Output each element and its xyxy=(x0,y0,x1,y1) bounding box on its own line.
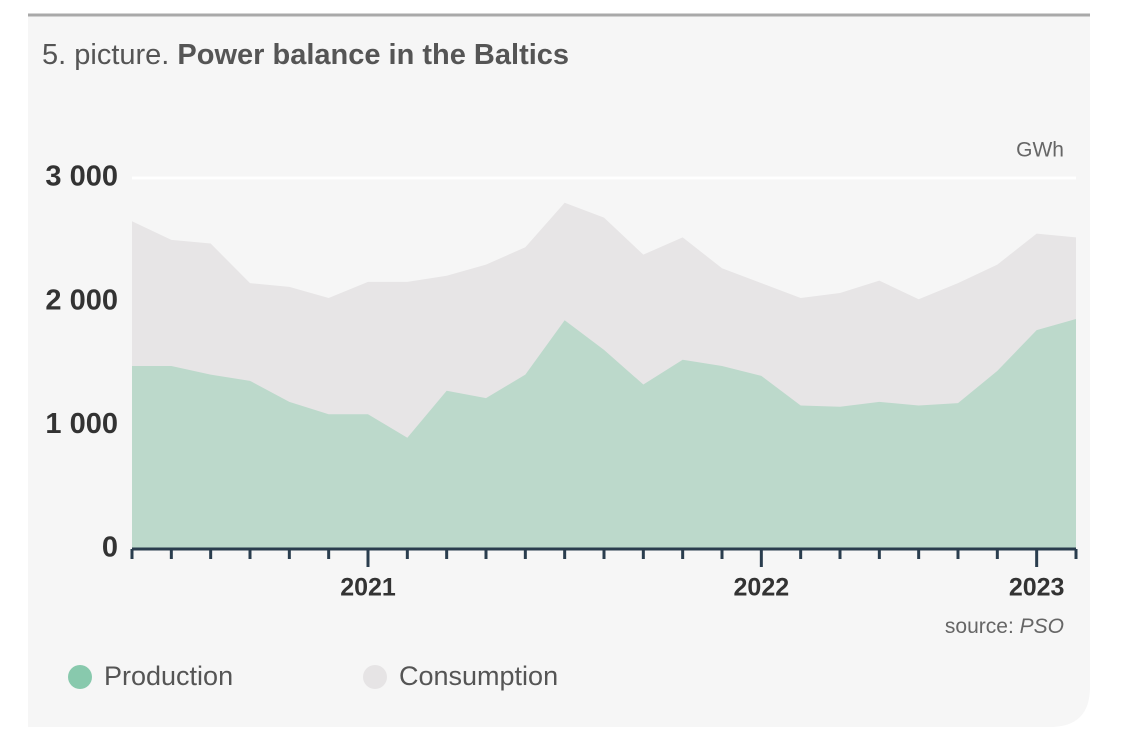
x-tick-label: 2022 xyxy=(734,574,790,602)
y-tick-label: 2 000 xyxy=(45,284,118,316)
y-tick-label: 1 000 xyxy=(45,408,118,440)
chart-title: 5. picture. Power balance in the Baltics xyxy=(42,39,569,71)
legend-label: Production xyxy=(104,661,233,691)
figure-label: 5. picture. xyxy=(42,39,169,71)
area xyxy=(132,318,1076,549)
legend-label: Consumption xyxy=(399,661,558,691)
source-note: source: PSO xyxy=(945,615,1064,638)
source: PSO xyxy=(1020,615,1064,638)
title: Power balance in the Baltics xyxy=(177,39,569,71)
source-label: source: xyxy=(945,615,1014,638)
x-tick-label: 2021 xyxy=(340,574,396,602)
legend-marker xyxy=(363,665,387,689)
y-tick-label: 3 000 xyxy=(45,161,118,193)
y-tick-label: 0 xyxy=(102,532,118,564)
unit-label: GWh xyxy=(1016,139,1064,162)
legend-marker xyxy=(68,665,92,689)
x-tick-label: 2023 xyxy=(1009,574,1065,602)
